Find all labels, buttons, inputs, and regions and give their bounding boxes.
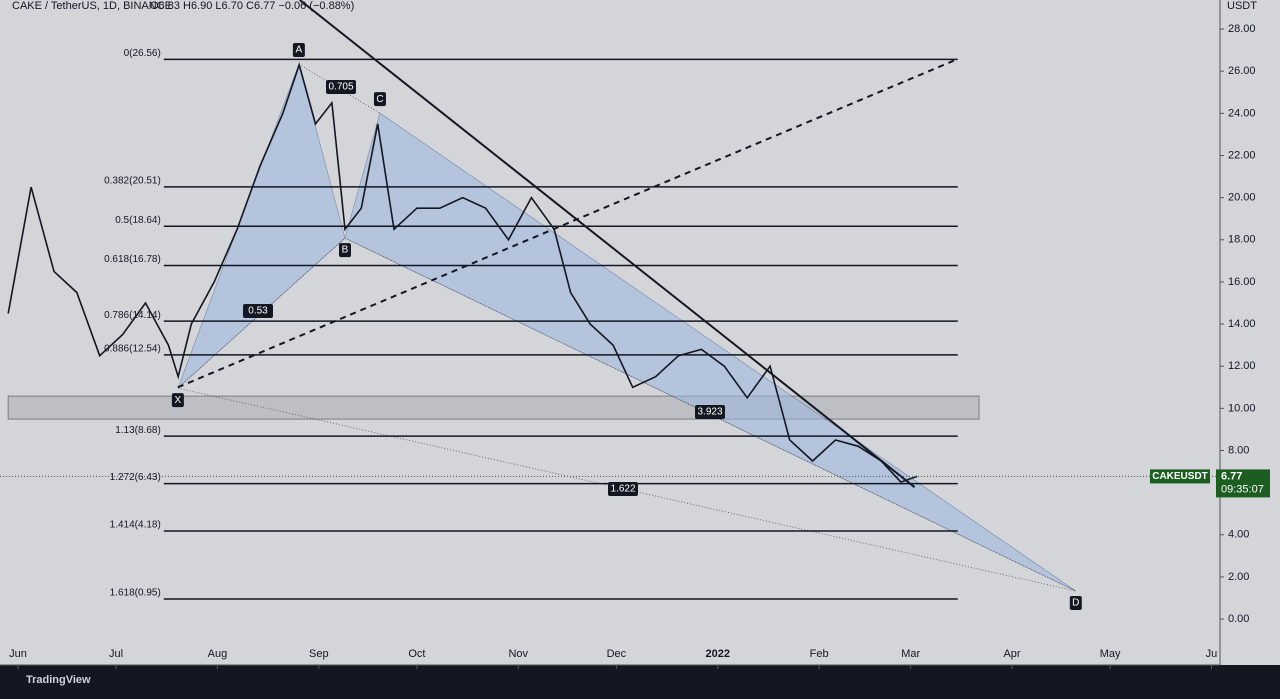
x-tick-label: Mar bbox=[901, 648, 920, 660]
ratio-tag bbox=[695, 405, 725, 419]
price-label: 6.77 bbox=[1221, 470, 1242, 482]
x-tick-label: Nov bbox=[508, 648, 528, 660]
pattern-leg bbox=[177, 387, 1076, 592]
y-tick-label: 28.00 bbox=[1228, 23, 1256, 35]
y-tick-label: 22.00 bbox=[1228, 149, 1256, 161]
x-tick-label: Dec bbox=[607, 648, 627, 660]
trendline bbox=[177, 58, 959, 389]
y-tick-label: 10.00 bbox=[1228, 402, 1256, 414]
header: CAKE / TetherUS, 1D, BINANCE bbox=[12, 0, 172, 12]
y-tick-label: 4.00 bbox=[1228, 529, 1249, 541]
fib-label: 1.618(0.95) bbox=[110, 588, 161, 599]
point-tag bbox=[171, 393, 184, 408]
x-tick-label: Oct bbox=[408, 648, 425, 660]
x-tick-label: 2022 bbox=[706, 648, 730, 660]
x-tick-label: Aug bbox=[208, 648, 228, 660]
y-tick-label: 8.00 bbox=[1228, 444, 1249, 456]
x-tick-label: Feb bbox=[810, 648, 829, 660]
layer: 0(26.56) 0.382(20.51) 0.5(18.64) 0.618(16.7… bbox=[0, 0, 1270, 669]
point-label: B bbox=[342, 245, 349, 256]
zone bbox=[7, 395, 980, 420]
y-tick-label: 0.00 bbox=[1228, 613, 1249, 625]
fib-label: 1.414(4.18) bbox=[110, 520, 161, 531]
y-tick-label: 26.00 bbox=[1228, 65, 1256, 77]
y-tick-label: 16.00 bbox=[1228, 276, 1256, 288]
pattern-leg bbox=[298, 63, 381, 114]
ratio-tag bbox=[608, 482, 638, 496]
symbol-label: CAKEUSDT bbox=[1152, 471, 1208, 482]
fib-label: 0.886(12.54) bbox=[104, 343, 161, 354]
brand: TradingView bbox=[26, 674, 91, 686]
ratio-label: 1.622 bbox=[610, 484, 635, 495]
x-tick-label: Sep bbox=[309, 648, 329, 660]
fib-label: 0.618(16.78) bbox=[104, 254, 161, 265]
fib-label: 0.786(14.14) bbox=[104, 310, 161, 321]
countdown: 09:35:07 bbox=[1221, 483, 1264, 495]
x-tick-label: Apr bbox=[1003, 648, 1020, 660]
price-tag bbox=[1216, 469, 1270, 498]
fib-label: 0(26.56) bbox=[124, 48, 161, 59]
x-tick-label: Jul bbox=[109, 648, 123, 660]
fib-label: 0.5(18.64) bbox=[115, 215, 161, 226]
y-tick-label: 20.00 bbox=[1228, 192, 1256, 204]
ratio-tag bbox=[326, 80, 356, 94]
ratio-label: 3.923 bbox=[697, 407, 722, 418]
y-tick-label: 2.00 bbox=[1228, 571, 1249, 583]
ohlc: O6.83 H6.90 L6.70 C6.77 −0.06 (−0.88%) bbox=[150, 0, 354, 12]
point-label: C bbox=[376, 94, 383, 105]
point-label: X bbox=[175, 395, 182, 406]
point-label: D bbox=[1072, 598, 1079, 609]
ratio-label: 0.705 bbox=[328, 82, 353, 93]
point-label: A bbox=[296, 45, 303, 56]
fib-label: 0.382(20.51) bbox=[104, 176, 161, 187]
footer bbox=[0, 666, 1280, 694]
y-tick-label: 14.00 bbox=[1228, 318, 1256, 330]
y-tick-label: 12.00 bbox=[1228, 360, 1256, 372]
point-tag bbox=[1069, 596, 1082, 611]
x-tick-label: May bbox=[1100, 648, 1121, 660]
price-axis-bg bbox=[1220, 0, 1280, 665]
fib-label: 1.272(6.43) bbox=[110, 472, 161, 483]
point-tag bbox=[373, 92, 386, 107]
point-tag bbox=[292, 43, 305, 58]
ratio-tag bbox=[243, 304, 273, 318]
fib-label: 1.13(8.68) bbox=[115, 425, 161, 436]
point-tag bbox=[338, 243, 351, 258]
y-tick-label: 18.00 bbox=[1228, 234, 1256, 246]
trendline bbox=[299, 0, 916, 488]
ratio-label: 0.53 bbox=[248, 306, 268, 317]
price-line bbox=[7, 62, 918, 484]
symbol-tag bbox=[1150, 469, 1210, 484]
x-tick-label: Ju bbox=[1206, 648, 1218, 660]
currency: USDT bbox=[1227, 0, 1257, 12]
y-tick-label: 24.00 bbox=[1228, 107, 1256, 119]
x-tick-label: Jun bbox=[9, 648, 27, 660]
